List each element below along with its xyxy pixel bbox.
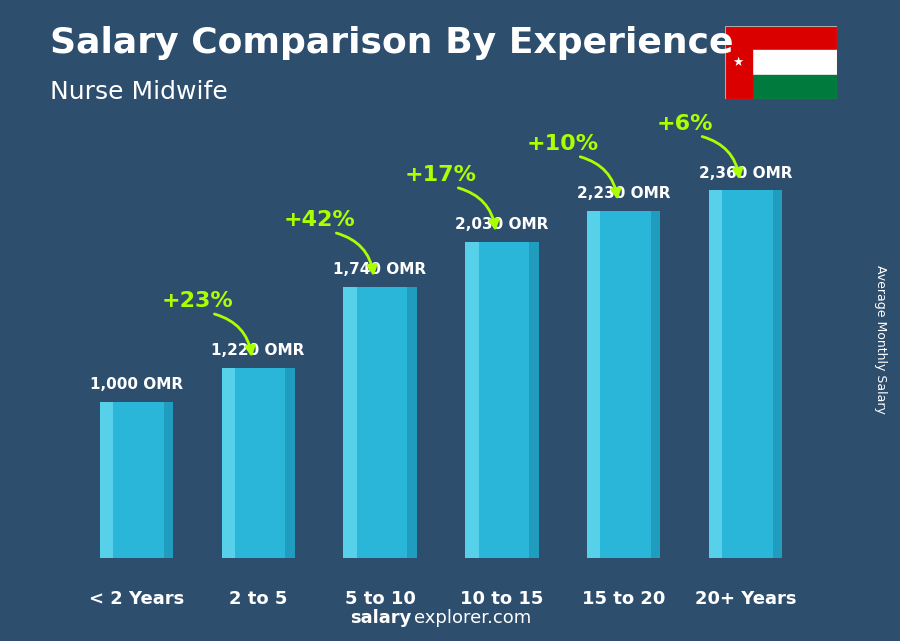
Text: 2,030 OMR: 2,030 OMR (455, 217, 549, 232)
Bar (588, 210, 600, 558)
Bar (465, 242, 538, 558)
Text: +10%: +10% (526, 134, 599, 154)
Bar (724, 26, 751, 99)
Bar (408, 287, 417, 558)
Bar (465, 242, 479, 558)
Text: +42%: +42% (284, 210, 355, 230)
Text: +17%: +17% (405, 165, 477, 185)
Bar (588, 210, 661, 558)
Text: explorer.com: explorer.com (414, 609, 531, 627)
Text: salary: salary (350, 609, 411, 627)
Bar (221, 368, 294, 558)
Bar (164, 402, 173, 558)
Bar (285, 368, 294, 558)
Text: Nurse Midwife: Nurse Midwife (50, 80, 227, 104)
Bar (344, 287, 356, 558)
Bar (221, 368, 235, 558)
Bar (709, 190, 723, 558)
Text: 2,230 OMR: 2,230 OMR (577, 186, 670, 201)
Text: 1,740 OMR: 1,740 OMR (334, 262, 427, 277)
Bar (773, 190, 782, 558)
Bar (724, 75, 837, 99)
Bar (709, 190, 782, 558)
Text: 1,220 OMR: 1,220 OMR (212, 343, 305, 358)
Text: < 2 Years: < 2 Years (88, 590, 184, 608)
Text: +23%: +23% (161, 291, 233, 311)
Text: 5 to 10: 5 to 10 (345, 590, 416, 608)
Text: Salary Comparison By Experience: Salary Comparison By Experience (50, 26, 733, 60)
Bar (100, 402, 173, 558)
Text: ★: ★ (733, 56, 743, 69)
Bar (529, 242, 538, 558)
Text: 1,000 OMR: 1,000 OMR (90, 378, 183, 392)
Text: 2 to 5: 2 to 5 (229, 590, 287, 608)
Text: +6%: +6% (657, 113, 713, 133)
Text: 15 to 20: 15 to 20 (582, 590, 666, 608)
Text: 2,360 OMR: 2,360 OMR (699, 165, 793, 181)
Text: 10 to 15: 10 to 15 (460, 590, 544, 608)
Bar (724, 50, 837, 75)
Bar (652, 210, 661, 558)
Bar (344, 287, 417, 558)
Bar (100, 402, 112, 558)
Text: Average Monthly Salary: Average Monthly Salary (874, 265, 886, 414)
Bar (724, 26, 837, 50)
Text: 20+ Years: 20+ Years (695, 590, 796, 608)
